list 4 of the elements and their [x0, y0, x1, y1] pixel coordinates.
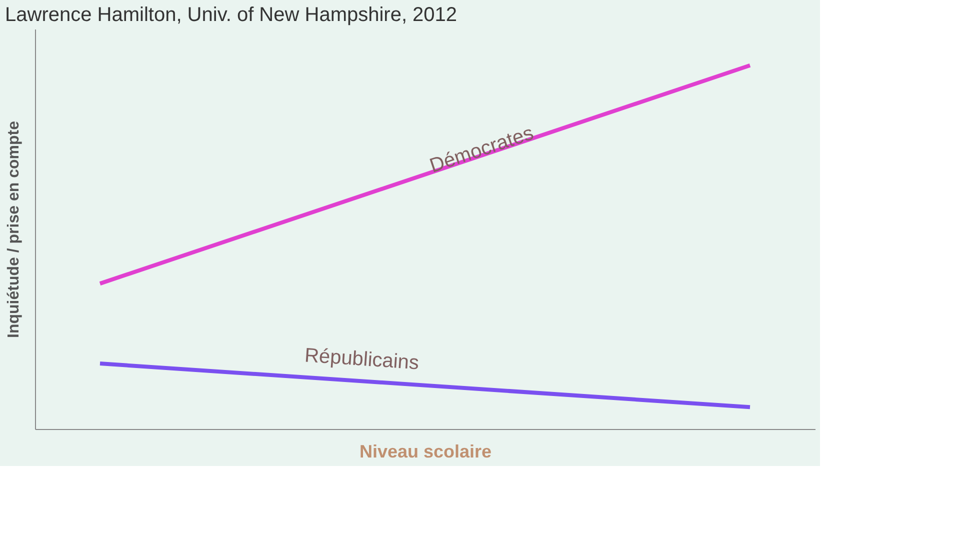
y-axis-title: Inquiétude / prise en compte — [6, 120, 22, 338]
chart-title: Lawrence Hamilton, Univ. of New Hampshire, 2012 — [5, 4, 458, 26]
x-axis-title: Niveau scolaire — [359, 442, 492, 462]
series-label: Républicains — [304, 344, 420, 374]
